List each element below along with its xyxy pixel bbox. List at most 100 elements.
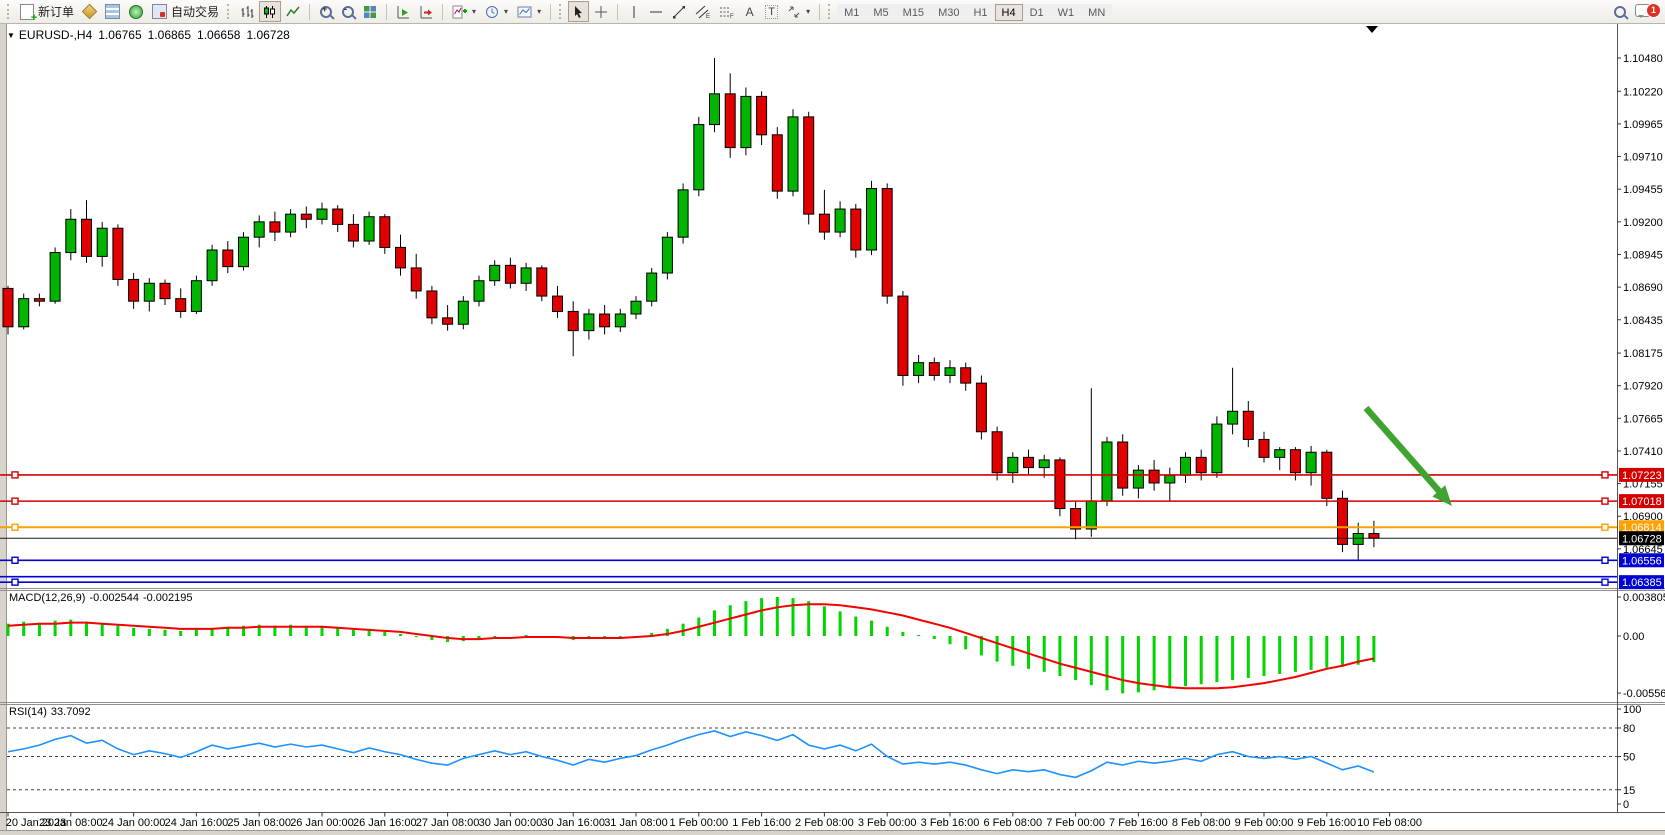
vertical-line-tool-button[interactable] [623, 1, 644, 22]
trendline-tool-button[interactable] [668, 1, 690, 22]
arrows-tool-button[interactable]: ▾ [783, 1, 814, 22]
time-tick-label: 24 Jan 00:00 [102, 817, 166, 829]
price-tick-label: 1.09200 [1623, 217, 1663, 229]
auto-scroll-button[interactable] [392, 1, 414, 22]
hline-1.06556-axis-label: 1.06556 [1619, 553, 1664, 568]
timeframe-button-h1[interactable]: H1 [966, 3, 995, 21]
channel-tool-button[interactable]: E [691, 1, 714, 22]
data-window-button[interactable] [101, 1, 124, 22]
chart-shift-button[interactable] [415, 1, 437, 22]
hline-1.07018[interactable] [0, 497, 1617, 505]
chart-shift-marker[interactable] [1366, 26, 1378, 33]
cursor-tool-button[interactable] [568, 1, 590, 22]
time-tick-label: 1 Feb 16:00 [732, 817, 791, 829]
arrows-tool-icon [788, 6, 800, 17]
time-tick-label: 2 Feb 08:00 [795, 817, 854, 829]
autotrading-button[interactable]: 自动交易 [148, 1, 223, 22]
line-chart-button[interactable] [282, 1, 304, 22]
one-click-trading-caret-icon[interactable]: ▼ [7, 31, 15, 40]
rsi-value: 33.7092 [50, 706, 91, 718]
timeframe-button-h4[interactable]: H4 [994, 3, 1023, 21]
text-tool-button[interactable]: A [739, 1, 760, 22]
toolbar-separator [386, 3, 388, 20]
rsi-line [7, 730, 1375, 779]
price-tick-label: 1.10220 [1623, 86, 1663, 98]
timeframe-button-w1[interactable]: W1 [1050, 3, 1082, 21]
fibonacci-tool-button[interactable]: F [715, 1, 738, 22]
search-button[interactable] [1609, 1, 1630, 22]
price-tick-label: 1.06900 [1623, 511, 1663, 523]
market-watch-icon [81, 3, 98, 20]
line-handle[interactable] [11, 497, 19, 505]
macd-indicator-label: MACD(12,26,9) -0.002544 -0.002195 [9, 592, 197, 604]
crosshair-tool-button[interactable] [590, 1, 612, 22]
hline-1.07223[interactable] [0, 471, 1617, 479]
price-axis[interactable]: 1.10480 1.10220 1.09965 1.09710 1.09455 1.092… [1617, 53, 1663, 556]
templates-button[interactable]: ▾ [513, 1, 545, 22]
line-handle[interactable] [11, 523, 19, 531]
market-watch-button[interactable] [79, 1, 100, 22]
tile-windows-button[interactable] [359, 1, 381, 22]
autotrading-label: 自动交易 [171, 5, 220, 19]
dropdown-arrow-icon: ▾ [504, 7, 509, 16]
new-order-button[interactable]: + 新订单 [16, 1, 78, 23]
zoom-out-button[interactable]: - [337, 1, 358, 22]
timeframe-button-m1[interactable]: M1 [837, 3, 867, 21]
timeframe-button-m30[interactable]: M30 [931, 3, 967, 21]
price-tick-label: 1.08945 [1623, 249, 1663, 261]
svg-text:1.06556: 1.06556 [1622, 555, 1662, 567]
indicators-button[interactable]: ▾ [448, 1, 480, 22]
dropdown-arrow-icon: ▾ [806, 7, 811, 16]
timeframe-button-m5[interactable]: M5 [866, 3, 896, 21]
line-handle[interactable] [1601, 578, 1609, 586]
time-tick-label: 26 Jan 00:00 [290, 817, 354, 829]
bar-chart-button[interactable] [236, 1, 258, 22]
line-handle[interactable] [11, 578, 19, 586]
line-handle[interactable] [1601, 523, 1609, 531]
price-tick-label: 1.07665 [1623, 413, 1663, 425]
hline-1.07223-axis-label: 1.07223 [1619, 467, 1664, 482]
svg-text:1.07223: 1.07223 [1622, 470, 1662, 482]
timeframe-button-m15[interactable]: M15 [895, 3, 932, 21]
rsi-tick-label: 80 [1623, 723, 1635, 735]
line-handle[interactable] [11, 556, 19, 564]
zoom-in-button[interactable]: + [315, 1, 336, 22]
rsi-tick-label: 50 [1623, 752, 1635, 764]
candlestick-series [2, 58, 1380, 562]
line-handle[interactable] [11, 471, 19, 479]
window-left-frame [0, 24, 6, 835]
periods-button[interactable]: ▾ [481, 1, 512, 22]
high-value: 1.06865 [147, 28, 192, 42]
timeframe-button-mn[interactable]: MN [1081, 3, 1113, 21]
macd-axis[interactable]: 0.003805 0.00 -0.005569 [1617, 592, 1665, 700]
equidistant-channel-icon: E [695, 5, 710, 19]
notifications-button[interactable]: 1 [1631, 1, 1661, 22]
toolbar-grip [828, 4, 833, 19]
timeframe-button-d1[interactable]: D1 [1022, 3, 1051, 21]
current-price-axis-label: 1.06728 [1619, 531, 1664, 546]
dropdown-arrow-icon: ▾ [537, 7, 542, 16]
rsi-tick-label: 15 [1623, 785, 1635, 797]
autotrading-icon [152, 4, 168, 19]
line-handle[interactable] [1601, 497, 1609, 505]
annotation-arrow[interactable] [1363, 405, 1452, 506]
hline-1.06385[interactable] [0, 575, 1617, 586]
horizontal-line-tool-button[interactable] [645, 1, 667, 22]
bar-chart-icon [241, 5, 254, 18]
hline-1.06814[interactable] [0, 523, 1617, 531]
candlestick-chart-button[interactable] [259, 1, 282, 22]
line-handle[interactable] [1601, 556, 1609, 564]
horizontal-line-icon [650, 11, 663, 12]
hline-1.07018-axis-label: 1.07018 [1619, 494, 1664, 509]
label-tool-button[interactable]: T [761, 1, 782, 22]
toolbar: + 新订单 自动交易 + - ▾ ▾ ▾ [0, 0, 1665, 24]
line-handle[interactable] [1601, 471, 1609, 479]
time-tick-label: 7 Feb 00:00 [1046, 817, 1105, 829]
alerts-button[interactable] [125, 1, 147, 22]
hline-1.06556[interactable] [0, 556, 1617, 564]
rsi-axis[interactable]: 100 80 50 15 0 [1617, 704, 1641, 811]
toolbar-grip [559, 4, 564, 19]
svg-text:1.07018: 1.07018 [1622, 496, 1662, 508]
